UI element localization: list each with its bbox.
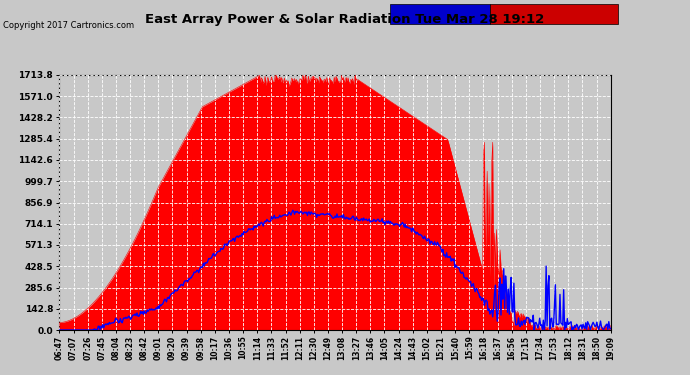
FancyBboxPatch shape [490, 4, 618, 24]
Text: Radiation (w/m2): Radiation (w/m2) [399, 10, 481, 18]
Text: East Array Power & Solar Radiation Tue Mar 28 19:12: East Array Power & Solar Radiation Tue M… [146, 13, 544, 26]
FancyBboxPatch shape [390, 4, 490, 24]
Text: East Array (DC Watts): East Array (DC Watts) [502, 10, 605, 18]
Text: Copyright 2017 Cartronics.com: Copyright 2017 Cartronics.com [3, 21, 135, 30]
